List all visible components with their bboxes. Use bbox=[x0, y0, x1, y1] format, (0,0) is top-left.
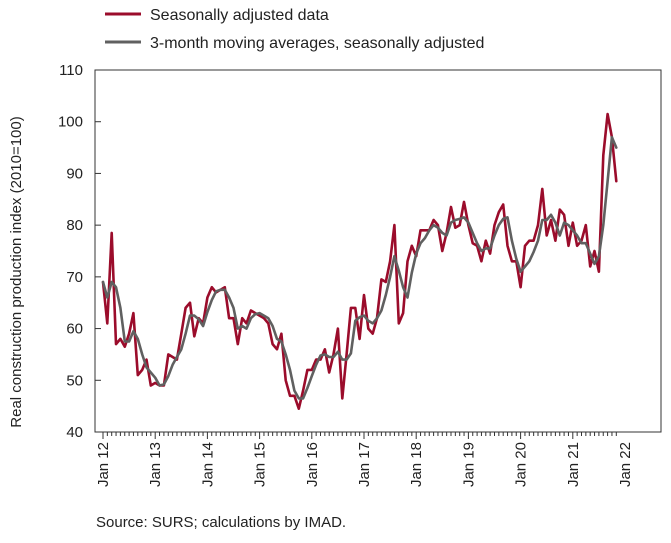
x-tick-label-jan-19: Jan 19 bbox=[460, 442, 477, 487]
y-tick-label-80: 80 bbox=[66, 217, 83, 234]
x-tick-label-jan-12: Jan 12 bbox=[95, 442, 112, 487]
plot-frame bbox=[94, 69, 662, 433]
y-tick-label-70: 70 bbox=[66, 269, 83, 286]
y-tick-label-110: 110 bbox=[59, 62, 83, 79]
legend: Seasonally adjusted data 3-month moving … bbox=[105, 7, 484, 52]
x-tick-label-jan-21: Jan 21 bbox=[565, 442, 582, 487]
x-tick-label-jan-14: Jan 14 bbox=[199, 442, 216, 487]
x-tick-label-jan-17: Jan 17 bbox=[356, 442, 373, 487]
x-tick-label-jan-22: Jan 22 bbox=[617, 442, 634, 487]
legend-label-moving-average: 3-month moving averages, seasonally adju… bbox=[150, 35, 484, 52]
x-tick-label-jan-18: Jan 18 bbox=[408, 442, 425, 487]
series-line-moving-average bbox=[101, 135, 618, 400]
x-tick-label-jan-13: Jan 13 bbox=[147, 442, 164, 487]
y-axis-title: Real construction production index (2010… bbox=[8, 116, 25, 427]
x-tick-label-jan-16: Jan 16 bbox=[304, 442, 321, 487]
y-tick-label-60: 60 bbox=[66, 321, 83, 338]
series-line-seasonally-adjusted bbox=[101, 112, 618, 411]
y-tick-label-90: 90 bbox=[66, 165, 83, 182]
legend-label-seasonally-adjusted: Seasonally adjusted data bbox=[150, 7, 329, 24]
x-tick-label-jan-20: Jan 20 bbox=[513, 442, 530, 487]
plot-area: 40 50 60 70 80 90 100 110 Jan 12 Jan 13 Jan 14 Jan … bbox=[58, 62, 662, 487]
y-tick-label-40: 40 bbox=[66, 424, 83, 441]
y-tick-label-50: 50 bbox=[66, 372, 83, 389]
source-note: Source: SURS; calculations by IMAD. bbox=[96, 514, 347, 531]
y-tick-label-100: 100 bbox=[58, 114, 83, 131]
x-tick-label-jan-15: Jan 15 bbox=[252, 442, 269, 487]
